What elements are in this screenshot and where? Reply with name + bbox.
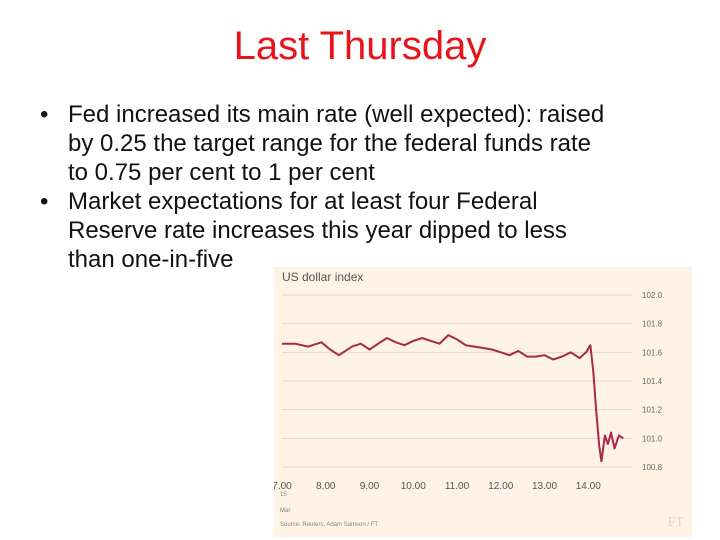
chart-source: Source: Reuters, Adam Samson / FT — [280, 522, 379, 528]
bullet-glyph: • — [40, 188, 49, 215]
bullet-item: • Market expectations for at least four … — [40, 187, 705, 274]
y-tick-label: 101.2 — [642, 406, 663, 415]
x-tick-label: 13.00 — [532, 481, 557, 492]
bullet-glyph: • — [40, 101, 49, 128]
bullet-line: Fed increased its main rate (well expect… — [68, 101, 605, 128]
bullet-line: to 0.75 per cent to 1 per cent — [68, 159, 375, 186]
bullet-line: Reserve rate increases this year dipped … — [68, 217, 567, 244]
bullet-list: • Fed increased its main rate (well expe… — [40, 100, 705, 274]
chart-title: US dollar index — [282, 270, 364, 284]
x-tick-label: 11.00 — [445, 481, 470, 492]
x-tick-label: 7.00 — [274, 481, 292, 492]
bullet-line: than one-in-five — [68, 246, 234, 273]
y-tick-label: 101.4 — [642, 377, 663, 386]
y-tick-label: 101.6 — [642, 348, 663, 357]
y-tick-label: 100.8 — [642, 463, 663, 472]
x-tick-label: 9.00 — [360, 481, 380, 492]
bullet-item: • Fed increased its main rate (well expe… — [40, 100, 705, 187]
chart-date-month: Mar — [280, 508, 291, 514]
bullet-line: by 0.25 the target range for the federal… — [68, 130, 592, 157]
chart-card: US dollar index 102.0 101.8 101.6 101.4 101.… — [274, 267, 692, 537]
bullet-line: Market expectations for at least four Fe… — [68, 188, 538, 215]
dollar-index-chart: 102.0 101.8 101.6 101.4 101.2 101.0 100.8 7.00 8… — [274, 291, 663, 492]
y-tick-label: 101.8 — [642, 320, 663, 329]
x-tick-label: 8.00 — [316, 481, 336, 492]
chart-date-day: 15 — [280, 492, 287, 498]
x-tick-label: 14.00 — [576, 481, 601, 492]
y-tick-label: 101.0 — [642, 434, 663, 443]
y-tick-label: 102.0 — [642, 291, 663, 300]
slide-title: Last Thursday — [233, 24, 487, 68]
ft-logo: FT — [667, 515, 684, 530]
series-line — [282, 334, 624, 463]
x-tick-label: 12.00 — [488, 481, 513, 492]
x-tick-label: 10.00 — [401, 481, 426, 492]
